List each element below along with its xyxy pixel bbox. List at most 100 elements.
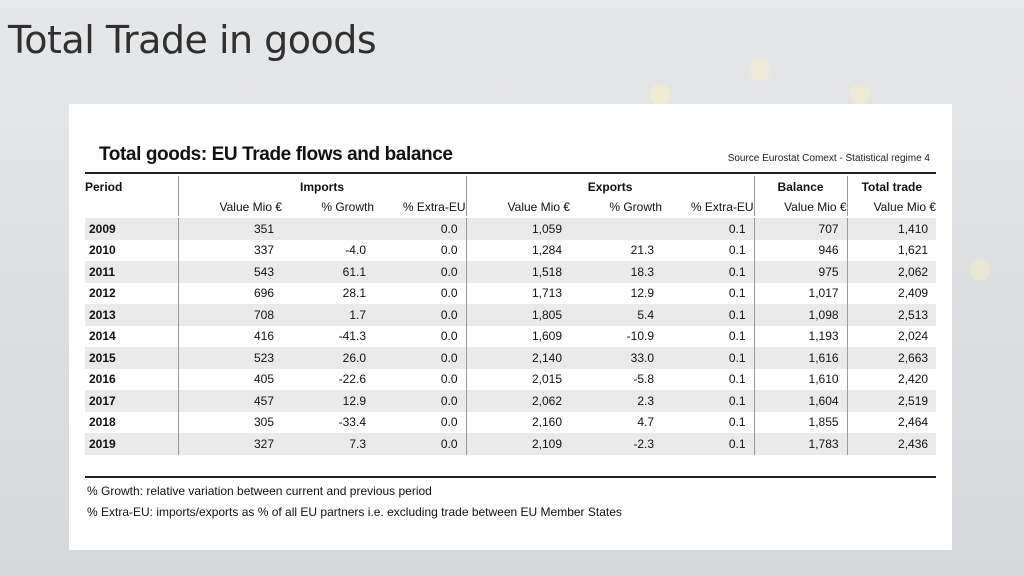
cell-imp-growth: 61.1 bbox=[282, 261, 374, 283]
cell-imp-extra: 0.0 bbox=[374, 368, 467, 390]
sub-header-tot-value: Value Mio € bbox=[846, 198, 937, 218]
cell-exp-extra: 0.1 bbox=[662, 261, 755, 283]
cell-balance: 1,855 bbox=[753, 411, 848, 433]
cell-total: 2,420 bbox=[846, 368, 937, 390]
cell-total: 2,513 bbox=[846, 304, 937, 326]
cell-exp-growth: -5.8 bbox=[570, 368, 663, 390]
cell-imp-extra: 0.0 bbox=[374, 347, 467, 369]
cell-exp-value: 1,805 bbox=[465, 304, 571, 326]
cell-year: 2009 bbox=[85, 217, 178, 240]
cell-imp-value: 337 bbox=[177, 239, 282, 261]
sub-header-bal-value: Value Mio € bbox=[753, 198, 848, 218]
cell-imp-value: 708 bbox=[177, 304, 282, 326]
cell-total: 2,024 bbox=[846, 325, 937, 347]
cell-imp-growth: 1.7 bbox=[282, 304, 374, 326]
cell-exp-extra: 0.1 bbox=[662, 217, 755, 240]
cell-exp-growth: 12.9 bbox=[570, 282, 663, 304]
cell-year: 2013 bbox=[85, 304, 178, 326]
table-row: 2019 327 7.3 0.0 2,109 -2.3 0.1 1,783 2,436 bbox=[85, 433, 937, 455]
cell-balance: 1,783 bbox=[753, 433, 848, 455]
cell-exp-growth: 18.3 bbox=[570, 261, 663, 283]
cell-imp-value: 696 bbox=[177, 282, 282, 304]
cell-exp-value: 1,609 bbox=[465, 325, 571, 347]
bottom-rule bbox=[85, 476, 936, 478]
cell-imp-growth: 12.9 bbox=[282, 390, 374, 412]
cell-imp-value: 351 bbox=[177, 217, 282, 240]
header-total-trade: Total trade bbox=[846, 176, 937, 198]
cell-exp-extra: 0.1 bbox=[662, 282, 755, 304]
cell-year: 2019 bbox=[85, 433, 178, 455]
cell-imp-growth: -4.0 bbox=[282, 239, 374, 261]
cell-exp-value: 2,160 bbox=[465, 411, 571, 433]
cell-imp-growth: 7.3 bbox=[282, 433, 374, 455]
cell-year: 2017 bbox=[85, 390, 178, 412]
cell-exp-extra: 0.1 bbox=[662, 325, 755, 347]
cell-exp-extra: 0.1 bbox=[662, 433, 755, 455]
cell-balance: 1,017 bbox=[753, 282, 848, 304]
header-imports: Imports bbox=[177, 176, 467, 198]
sub-header-empty bbox=[85, 198, 178, 218]
table-row: 2018 305 -33.4 0.0 2,160 4.7 0.1 1,855 2,464 bbox=[85, 411, 937, 433]
cell-imp-value: 523 bbox=[177, 347, 282, 369]
cell-exp-extra: 0.1 bbox=[662, 347, 755, 369]
cell-imp-growth bbox=[282, 217, 374, 240]
slide-title: Total Trade in goods bbox=[8, 18, 377, 62]
cell-exp-value: 1,518 bbox=[465, 261, 571, 283]
cell-exp-extra: 0.1 bbox=[662, 239, 755, 261]
cell-year: 2011 bbox=[85, 261, 178, 283]
cell-balance: 1,193 bbox=[753, 325, 848, 347]
cell-total: 2,409 bbox=[846, 282, 937, 304]
cell-balance: 1,610 bbox=[753, 368, 848, 390]
cell-exp-extra: 0.1 bbox=[662, 368, 755, 390]
table-body: 2009 351 0.0 1,059 0.1 707 1,410 2010 337 -4.0 0.0… bbox=[85, 217, 937, 455]
table-row: 2012 696 28.1 0.0 1,713 12.9 0.1 1,017 2,409 bbox=[85, 282, 937, 304]
source-note: Source Eurostat Comext - Statistical reg… bbox=[727, 153, 930, 164]
note-growth: % Growth: relative variation between cur… bbox=[87, 484, 432, 498]
cell-total: 2,062 bbox=[846, 261, 937, 283]
cell-imp-value: 543 bbox=[177, 261, 282, 283]
cell-exp-growth: 33.0 bbox=[570, 347, 663, 369]
cell-exp-value: 1,059 bbox=[465, 217, 571, 240]
header-balance: Balance bbox=[753, 176, 848, 198]
cell-imp-extra: 0.0 bbox=[374, 390, 467, 412]
cell-imp-extra: 0.0 bbox=[374, 433, 467, 455]
cell-balance: 1,616 bbox=[753, 347, 848, 369]
cell-imp-extra: 0.0 bbox=[374, 304, 467, 326]
cell-year: 2010 bbox=[85, 239, 178, 261]
cell-exp-value: 1,284 bbox=[465, 239, 571, 261]
cell-total: 2,436 bbox=[846, 433, 937, 455]
table-title: Total goods: EU Trade flows and balance bbox=[99, 144, 453, 165]
cell-imp-extra: 0.0 bbox=[374, 239, 467, 261]
cell-year: 2015 bbox=[85, 347, 178, 369]
cell-exp-growth bbox=[570, 217, 663, 240]
sub-header-row: Value Mio € % Growth % Extra-EU Value Mi… bbox=[85, 198, 937, 218]
cell-imp-value: 416 bbox=[177, 325, 282, 347]
top-rule bbox=[85, 172, 936, 174]
cell-imp-growth: -33.4 bbox=[282, 411, 374, 433]
cell-year: 2018 bbox=[85, 411, 178, 433]
cell-exp-value: 2,015 bbox=[465, 368, 571, 390]
table-row: 2013 708 1.7 0.0 1,805 5.4 0.1 1,098 2,513 bbox=[85, 304, 937, 326]
cell-exp-extra: 0.1 bbox=[662, 304, 755, 326]
table-panel: Total goods: EU Trade flows and balance … bbox=[69, 104, 952, 550]
cell-year: 2012 bbox=[85, 282, 178, 304]
sub-header-exp-value: Value Mio € bbox=[465, 198, 571, 218]
cell-year: 2016 bbox=[85, 368, 178, 390]
cell-imp-value: 305 bbox=[177, 411, 282, 433]
cell-exp-value: 2,062 bbox=[465, 390, 571, 412]
cell-imp-value: 405 bbox=[177, 368, 282, 390]
sub-header-imp-growth: % Growth bbox=[282, 198, 374, 218]
cell-imp-extra: 0.0 bbox=[374, 411, 467, 433]
cell-balance: 1,604 bbox=[753, 390, 848, 412]
cell-exp-extra: 0.1 bbox=[662, 390, 755, 412]
cell-imp-extra: 0.0 bbox=[374, 325, 467, 347]
cell-balance: 1,098 bbox=[753, 304, 848, 326]
cell-total: 2,464 bbox=[846, 411, 937, 433]
cell-balance: 975 bbox=[753, 261, 848, 283]
cell-exp-growth: -2.3 bbox=[570, 433, 663, 455]
table-row: 2017 457 12.9 0.0 2,062 2.3 0.1 1,604 2,519 bbox=[85, 390, 937, 412]
sub-header-imp-value: Value Mio € bbox=[177, 198, 282, 218]
sub-header-exp-growth: % Growth bbox=[570, 198, 663, 218]
cell-imp-growth: 26.0 bbox=[282, 347, 374, 369]
cell-exp-growth: 4.7 bbox=[570, 411, 663, 433]
